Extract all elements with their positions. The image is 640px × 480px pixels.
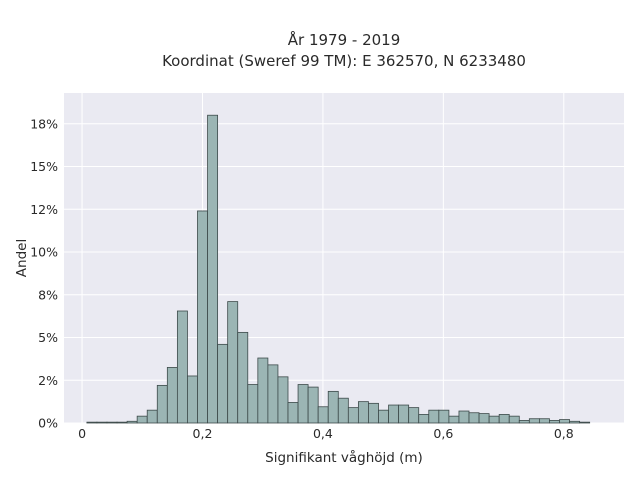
histogram-bar — [237, 331, 249, 424]
histogram-bar — [337, 397, 349, 424]
histogram-bar — [287, 402, 299, 424]
histogram-bar — [86, 421, 98, 424]
histogram-bar — [538, 418, 550, 424]
histogram-bar — [468, 412, 480, 424]
histogram-bar — [277, 376, 289, 424]
y-tick-label: 12% — [30, 202, 58, 217]
histogram-bar — [428, 409, 440, 424]
histogram-bar — [176, 310, 188, 424]
histogram-bar — [106, 421, 118, 424]
histogram-bar — [579, 421, 591, 424]
x-tick-label: 0,4 — [313, 426, 333, 441]
histogram-bar — [96, 421, 108, 424]
histogram-bar — [197, 210, 208, 424]
histogram-bar — [347, 407, 359, 424]
histogram-bar — [448, 415, 460, 424]
histogram-bar — [317, 406, 329, 424]
histogram-bar — [498, 414, 510, 424]
histogram-bar — [528, 418, 540, 424]
y-axis-label: Andel — [14, 239, 30, 277]
y-tick-label: 18% — [30, 116, 58, 131]
x-tick-label: 0,6 — [433, 426, 453, 441]
histogram-bar — [307, 386, 319, 424]
x-axis-ticks: 0 0,2 0,4 0,6 0,8 — [78, 426, 574, 441]
y-axis-ticks: 0% 2% 5% 8% 10% 12% 15% 18% — [30, 116, 58, 430]
histogram-bar — [458, 410, 470, 424]
histogram-bar — [267, 364, 279, 424]
y-tick-label: 5% — [38, 330, 58, 345]
histogram-bar — [368, 402, 379, 424]
histogram-bar — [187, 375, 198, 424]
plot-area — [64, 93, 624, 423]
histogram-bar — [388, 404, 400, 424]
histogram-bar — [297, 384, 309, 424]
histogram-bar — [488, 415, 500, 424]
histogram-bar — [438, 409, 450, 424]
histogram-bar — [116, 421, 128, 424]
histogram-bar — [418, 414, 430, 424]
histogram-bar — [166, 367, 178, 424]
histogram-bar — [327, 390, 339, 424]
histogram-bar — [126, 420, 138, 424]
y-tick-label: 2% — [38, 373, 58, 388]
histogram-bar — [569, 420, 581, 424]
histogram-bar — [136, 415, 148, 424]
chart-subtitle: Koordinat (Sweref 99 TM): E 362570, N 62… — [162, 52, 526, 70]
y-tick-label: 8% — [38, 287, 58, 302]
x-tick-label: 0,2 — [193, 426, 213, 441]
y-tick-label: 15% — [30, 159, 58, 174]
histogram-bar — [146, 409, 158, 424]
histogram-bar — [156, 384, 168, 424]
histogram-bar — [207, 114, 219, 424]
x-tick-label: 0 — [78, 426, 86, 441]
histogram-bar — [508, 415, 520, 424]
histogram-bar — [247, 384, 259, 424]
y-tick-label: 10% — [30, 245, 58, 260]
histogram-bar — [257, 357, 269, 424]
histogram-bar — [357, 401, 369, 424]
x-axis-label: Signifikant våghöjd (m) — [265, 449, 423, 466]
histogram-bars — [86, 114, 591, 424]
histogram-bar — [378, 409, 389, 424]
histogram-bar — [478, 413, 490, 424]
histogram-bar — [217, 343, 229, 424]
x-tick-label: 0,8 — [554, 426, 574, 441]
histogram-bar — [518, 420, 530, 424]
histogram-bar — [398, 404, 410, 424]
histogram-bar — [408, 407, 420, 424]
histogram-bar — [559, 419, 570, 424]
histogram-bar — [227, 301, 239, 424]
chart-title: År 1979 - 2019 — [288, 30, 401, 49]
y-tick-label: 0% — [38, 416, 58, 431]
histogram-bar — [549, 420, 560, 424]
